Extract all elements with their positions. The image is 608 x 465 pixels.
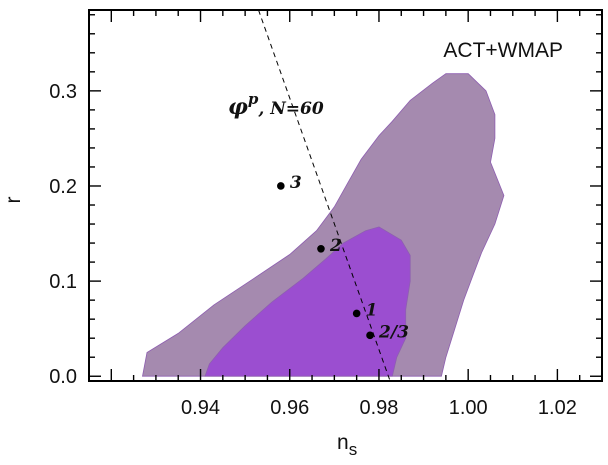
model-point-label: 3 (290, 173, 302, 193)
y-tick-label: 0.1 (49, 271, 77, 293)
x-axis-title: ns (337, 431, 357, 459)
tick-labels: 0.94 0.96 0.98 1.00 1.02 0.0 0.1 0.2 0.3 (49, 81, 577, 419)
region-inner (204, 226, 411, 377)
model-point-label: 2 (329, 236, 342, 256)
model-point-2-3 (366, 331, 374, 340)
x-axis-title-main: n (337, 431, 349, 454)
model-point-1 (352, 309, 361, 318)
model-points: 3 2 12/3 (277, 173, 409, 342)
model-point-label: 2/3 (378, 322, 409, 342)
x-tick-label: 0.98 (359, 397, 398, 419)
y-tick-label: 0.3 (49, 81, 77, 103)
axis-ticks (88, 10, 603, 381)
model-label-rest: , N=60 (257, 99, 323, 119)
x-tick-label: 1.00 (449, 397, 488, 419)
plot-frame (88, 9, 603, 382)
region-outer (142, 73, 505, 377)
model-line-group (258, 9, 391, 382)
x-axis-title-sub: s (349, 440, 358, 459)
x-tick-label: 0.96 (270, 397, 309, 419)
dataset-annotation: ACT+WMAP (443, 39, 563, 62)
y-tick-label: 0.0 (49, 366, 77, 388)
model-label-base: φ (228, 94, 248, 120)
confidence-regions (142, 73, 505, 377)
y-tick-label: 0.2 (49, 176, 77, 198)
model-point-label: 1 (366, 300, 378, 320)
model-point-2 (317, 244, 325, 253)
model-line-series (258, 9, 391, 382)
model-label-sup: p (248, 90, 259, 108)
model-label: φp, N=60 (228, 90, 324, 120)
x-tick-label: 0.94 (181, 397, 220, 419)
x-tick-label: 1.02 (538, 397, 577, 419)
model-point-3 (277, 182, 285, 190)
y-axis-title: r (2, 197, 25, 204)
